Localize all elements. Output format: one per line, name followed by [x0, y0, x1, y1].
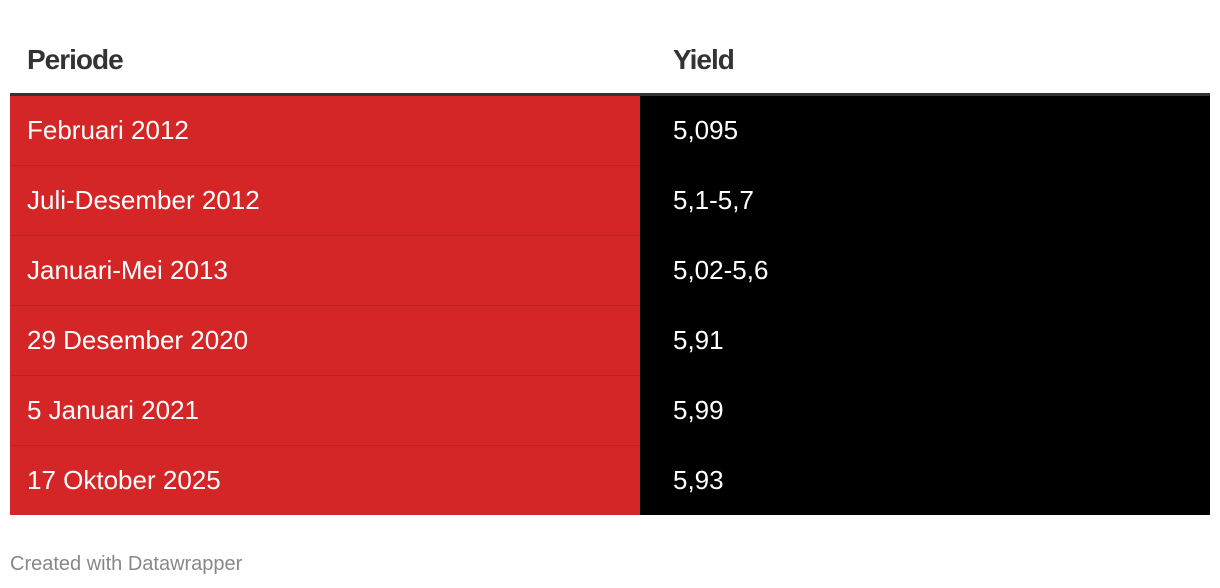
table-cell: Januari-Mei 2013	[10, 235, 640, 306]
data-table: Periode Yield Februari 2012 5,095 Juli-Des…	[10, 26, 1210, 515]
table-cell: 5,91	[640, 305, 1210, 376]
table-cell: 17 Oktober 2025	[10, 445, 640, 515]
footer-credit: Created with Datawrapper	[10, 553, 243, 575]
table-row: Januari-Mei 2013 5,02-5,6	[10, 235, 1210, 306]
table-cell: 5,02-5,6	[640, 235, 1210, 306]
table-cell: 29 Desember 2020	[10, 305, 640, 376]
table-cell: 5,99	[640, 375, 1210, 446]
table-cell: 5,1-5,7	[640, 165, 1210, 236]
column-header: Periode	[10, 26, 640, 96]
table-row: 29 Desember 2020 5,91	[10, 305, 1210, 376]
table-row: 5 Januari 2021 5,99	[10, 375, 1210, 446]
table-row: Februari 2012 5,095	[10, 94, 1210, 166]
table-cell: Juli-Desember 2012	[10, 165, 640, 236]
header-row: Periode Yield	[10, 26, 1210, 96]
table-cell: Februari 2012	[10, 94, 640, 166]
table-row: Juli-Desember 2012 5,1-5,7	[10, 165, 1210, 236]
column-header: Yield	[640, 26, 1210, 96]
table-cell: 5 Januari 2021	[10, 375, 640, 446]
table-body: Februari 2012 5,095 Juli-Desember 2012 5,1-…	[10, 94, 1210, 515]
table-cell: 5,93	[640, 445, 1210, 515]
table-cell: 5,095	[640, 94, 1210, 166]
table-row: 17 Oktober 2025 5,93	[10, 445, 1210, 515]
